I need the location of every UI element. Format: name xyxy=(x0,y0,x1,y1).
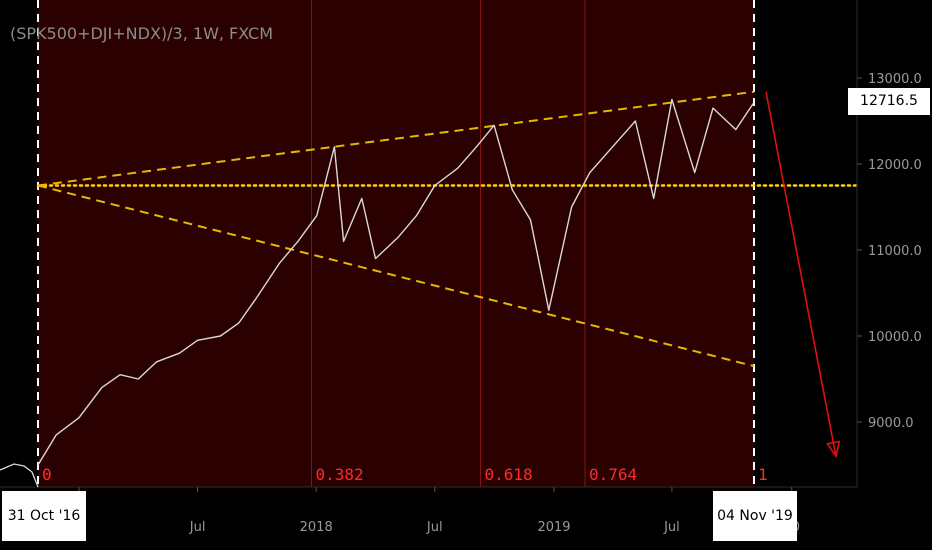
trend-line xyxy=(37,184,755,368)
price-series-line xyxy=(37,98,755,466)
fib-label: 0.764 xyxy=(589,465,637,484)
fib-label: 1 xyxy=(758,465,768,484)
time-tick-label: Jul xyxy=(189,520,206,535)
price-axis[interactable]: 13000.0 12000.0 11000.0 10000.0 9000.0 xyxy=(857,72,922,431)
time-tick-label: 2019 xyxy=(537,520,570,535)
fib-range-background xyxy=(38,0,754,487)
fib-labels: 0 0.382 0.618 0.764 1 xyxy=(42,465,768,484)
price-tick-label: 10000.0 xyxy=(868,330,922,345)
range-start-date-label: 31 Oct '16 xyxy=(2,491,86,541)
chart-title: (SPK500+DJI+NDX)/3, 1W, FXCM xyxy=(10,24,274,43)
fib-label: 0.618 xyxy=(484,465,532,484)
range-end-date-label: 04 Nov '19 xyxy=(713,491,797,541)
fib-lines xyxy=(311,0,586,487)
price-tick-label: 12000.0 xyxy=(868,158,922,173)
price-tick-label: 13000.0 xyxy=(868,72,922,87)
trend-line xyxy=(37,90,755,187)
trend-lines xyxy=(37,90,755,368)
price-tick-label: 11000.0 xyxy=(868,244,922,259)
price-series-pre-range xyxy=(0,463,39,488)
projection-arrow-head xyxy=(826,440,841,459)
price-tick-label: 9000.0 xyxy=(868,416,914,431)
time-tick-label: 2018 xyxy=(300,520,333,535)
time-tick-label: Jul xyxy=(426,520,443,535)
projection-arrow xyxy=(765,91,837,457)
fib-label: 0 xyxy=(42,465,52,484)
fib-label: 0.382 xyxy=(316,465,364,484)
time-tick-label: Jul xyxy=(663,520,680,535)
last-price-label: 12716.5 xyxy=(848,88,930,115)
